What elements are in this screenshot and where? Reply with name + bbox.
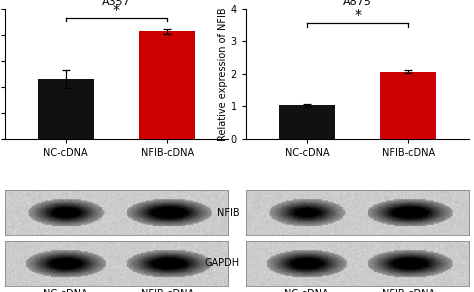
Text: *: * <box>113 3 120 17</box>
Text: *: * <box>354 8 361 22</box>
Bar <box>38 79 93 139</box>
Y-axis label: Relative expression of NFIB: Relative expression of NFIB <box>218 7 228 141</box>
Text: NFIB: NFIB <box>217 208 239 218</box>
Title: A357: A357 <box>102 0 131 7</box>
Text: GAPDH: GAPDH <box>204 258 239 268</box>
Text: B: B <box>179 0 190 3</box>
Title: A875: A875 <box>343 0 372 7</box>
Bar <box>279 105 335 139</box>
Bar <box>139 31 195 139</box>
Bar <box>381 72 436 139</box>
